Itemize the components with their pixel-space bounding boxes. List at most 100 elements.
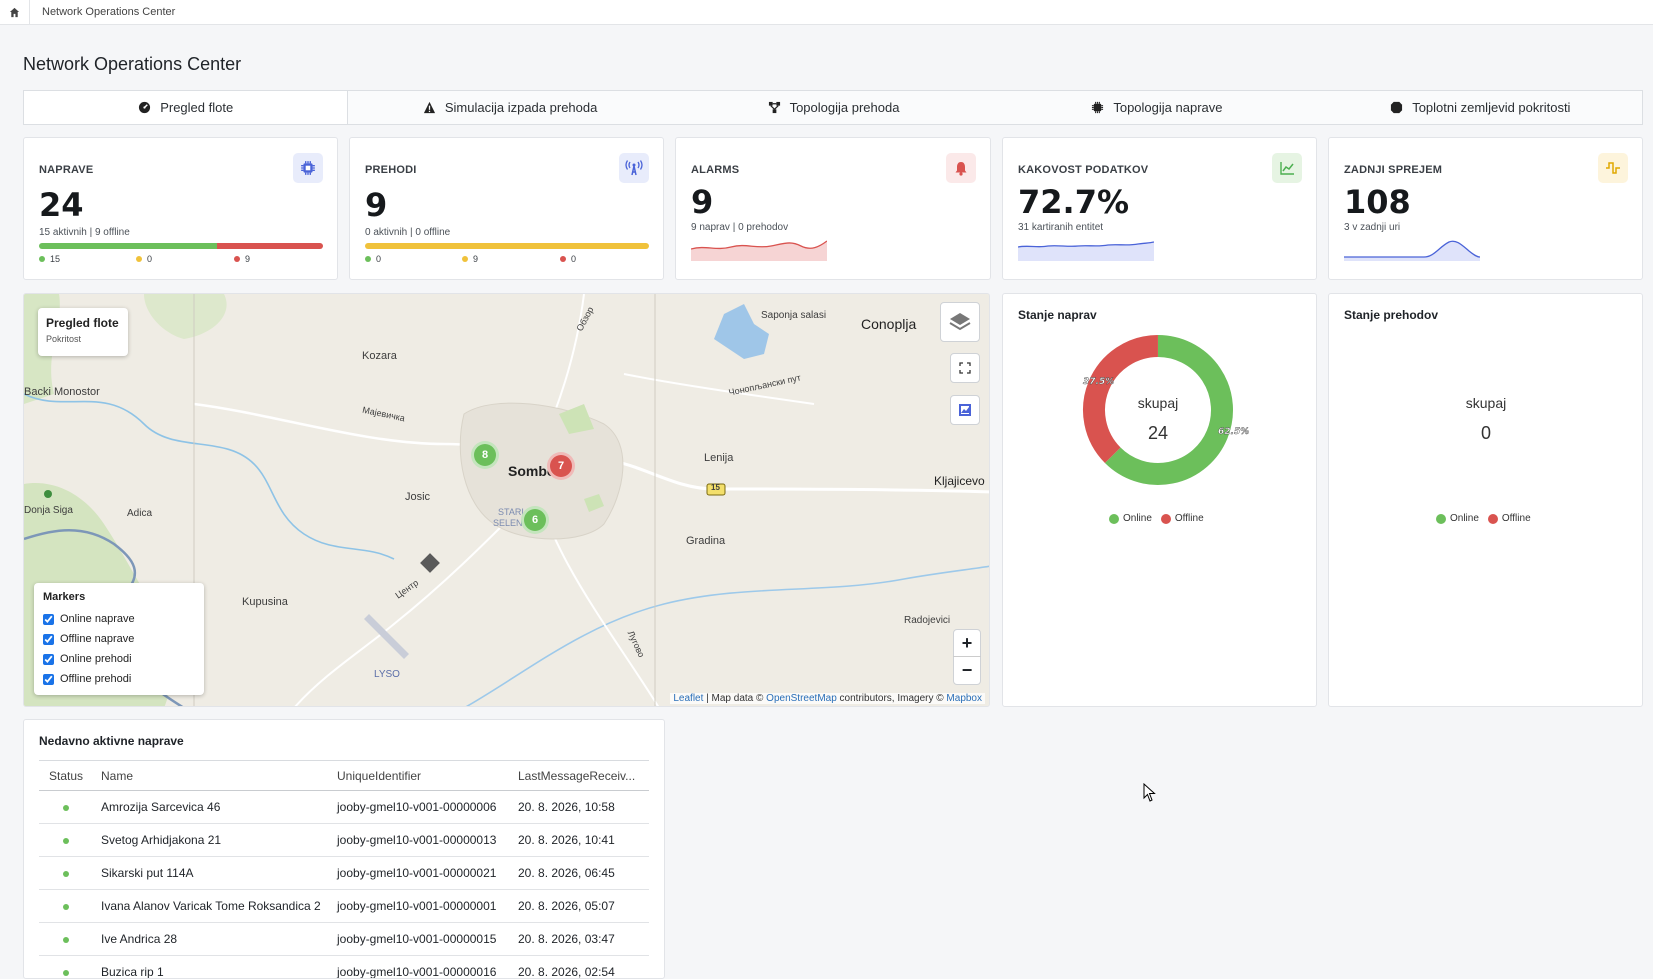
locate-button[interactable] <box>950 395 980 425</box>
tab-topologija-naprave[interactable]: Topologija naprave <box>995 91 1318 124</box>
legend-online: 0 <box>365 254 462 264</box>
column-header-status[interactable]: Status <box>39 761 91 791</box>
stat-sub: 0 aktivnih | 0 offline <box>365 227 450 238</box>
map-label-gradina: Gradina <box>686 535 725 547</box>
cluster-marker-offline[interactable]: 7 <box>547 452 575 480</box>
donut-legend: Online Offline <box>1109 513 1204 524</box>
tab-topologija-prehoda[interactable]: Topologija prehoda <box>672 91 995 124</box>
bar-online <box>39 243 217 249</box>
stat-legend: 0 9 0 <box>365 254 576 264</box>
checkbox-offline-gateways[interactable] <box>43 674 54 685</box>
device-uid: jooby-gmel10-v001-00000013 <box>327 824 508 857</box>
gateway-state-card: Stanje prehodov skupaj 0 Online Offline <box>1328 293 1643 707</box>
cluster-marker-online[interactable]: 6 <box>521 506 549 534</box>
stat-card-gateways: PREHODI 9 0 aktivnih | 0 offline 0 9 0 <box>349 137 664 280</box>
stat-icon-box <box>1598 153 1628 183</box>
checkbox-online-devices[interactable] <box>43 614 54 625</box>
device-name: Sikarski put 114A <box>91 857 327 890</box>
legend-warn: 0 <box>136 254 234 264</box>
recent-devices-table: Status Name UniqueIdentifier LastMessage… <box>39 760 649 979</box>
osm-link[interactable]: OpenStreetMap <box>766 693 837 704</box>
status-dot <box>39 923 91 956</box>
device-state-title: Stanje naprav <box>1018 308 1097 322</box>
bell-icon <box>954 161 968 176</box>
cluster-marker-online[interactable]: 8 <box>471 441 499 469</box>
home-button[interactable] <box>0 0 30 25</box>
donut-center: skupaj 0 <box>1426 395 1546 444</box>
column-header-uid[interactable]: UniqueIdentifier <box>327 761 508 791</box>
gateway-status-bar <box>365 243 649 249</box>
fullscreen-button[interactable] <box>950 353 980 383</box>
map-attribution: Leaflet | Map data © OpenStreetMap contr… <box>670 693 985 704</box>
map-label-kupusina: Kupusina <box>242 596 288 608</box>
status-dot <box>39 956 91 979</box>
device-name: Amrozija Sarcevica 46 <box>91 791 327 824</box>
stat-label: PREHODI <box>365 164 417 176</box>
leaflet-link[interactable]: Leaflet <box>673 693 703 704</box>
status-dot <box>39 824 91 857</box>
legend-item-offline[interactable]: Offline <box>1161 513 1204 524</box>
fullscreen-icon <box>959 362 971 374</box>
legend-item-online[interactable]: Online <box>1109 513 1152 524</box>
stat-label: ZADNJI SPREJEM <box>1344 164 1442 176</box>
tab-label: Topologija prehoda <box>790 100 900 115</box>
mapbox-link[interactable]: Mapbox <box>946 693 982 704</box>
stat-sub: 31 kartiranih entitet <box>1018 222 1103 233</box>
stat-icon-box <box>1272 153 1302 183</box>
device-name: Ivana Alanov Varicak Tome Roksandica 2 <box>91 890 327 923</box>
layers-button[interactable] <box>940 302 980 342</box>
map-label-donja-siga: Donja Siga <box>24 505 73 516</box>
stat-value: 108 <box>1344 183 1411 221</box>
column-header-last-message[interactable]: LastMessageReceiv... <box>508 761 649 791</box>
zoom-out-button[interactable]: − <box>953 657 981 684</box>
tab-simulacija[interactable]: Simulacija izpada prehoda <box>348 91 671 124</box>
donut-center-label: skupaj <box>1098 395 1218 411</box>
tab-pregled-flote[interactable]: Pregled flote <box>24 91 348 124</box>
stat-label: NAPRAVE <box>39 164 93 176</box>
donut-legend: Online Offline <box>1436 513 1531 524</box>
tab-toplotni-zemljevid[interactable]: Toplotni zemljevid pokritosti <box>1319 91 1642 124</box>
checkbox-online-gateways[interactable] <box>43 654 54 665</box>
donut-center-label: skupaj <box>1426 395 1546 411</box>
markers-filter-panel: Markers Online naprave Offline naprave O… <box>34 583 204 695</box>
stat-value: 72.7% <box>1018 183 1129 221</box>
filter-offline-devices[interactable]: Offline naprave <box>43 629 195 649</box>
stat-icon-box <box>619 153 649 183</box>
stat-card-quality: KAKOVOST PODATKOV 72.7% 31 kartiranih en… <box>1002 137 1317 280</box>
device-uid: jooby-gmel10-v001-00000015 <box>327 923 508 956</box>
device-uid: jooby-gmel10-v001-00000001 <box>327 890 508 923</box>
filter-online-gateways[interactable]: Online prehodi <box>43 649 195 669</box>
filter-offline-gateways[interactable]: Offline prehodi <box>43 669 195 689</box>
tab-label: Toplotni zemljevid pokritosti <box>1412 100 1570 115</box>
top-bar: Network Operations Center <box>0 0 1653 25</box>
chart-line-icon <box>1280 161 1295 175</box>
map-label-adica: Adica <box>127 508 152 519</box>
status-dot <box>39 857 91 890</box>
legend-item-offline[interactable]: Offline <box>1488 513 1531 524</box>
stat-icon-box <box>293 153 323 183</box>
zoom-in-button[interactable]: + <box>953 630 981 657</box>
warning-icon <box>423 101 436 114</box>
bar-offline <box>217 243 324 249</box>
device-name: Svetog Arhidjakona 21 <box>91 824 327 857</box>
checkbox-offline-devices[interactable] <box>43 634 54 645</box>
fleet-map[interactable]: Kozara Backi Monostor Мајевичка Обзор Sa… <box>23 293 990 707</box>
topology-icon <box>768 101 781 114</box>
map-label-conoplja: Conoplja <box>861 316 916 332</box>
stat-sub: 15 aktivnih | 9 offline <box>39 227 130 238</box>
legend-online: 15 <box>39 254 136 264</box>
breadcrumb[interactable]: Network Operations Center <box>30 6 175 18</box>
device-status-bar <box>39 243 323 249</box>
column-header-name[interactable]: Name <box>91 761 327 791</box>
tab-bar: Pregled flote Simulacija izpada prehoda … <box>23 90 1643 125</box>
map-label-lenija: Lenija <box>704 452 733 464</box>
stat-label: ALARMS <box>691 164 739 176</box>
legend-item-online[interactable]: Online <box>1436 513 1479 524</box>
filter-online-devices[interactable]: Online naprave <box>43 609 195 629</box>
